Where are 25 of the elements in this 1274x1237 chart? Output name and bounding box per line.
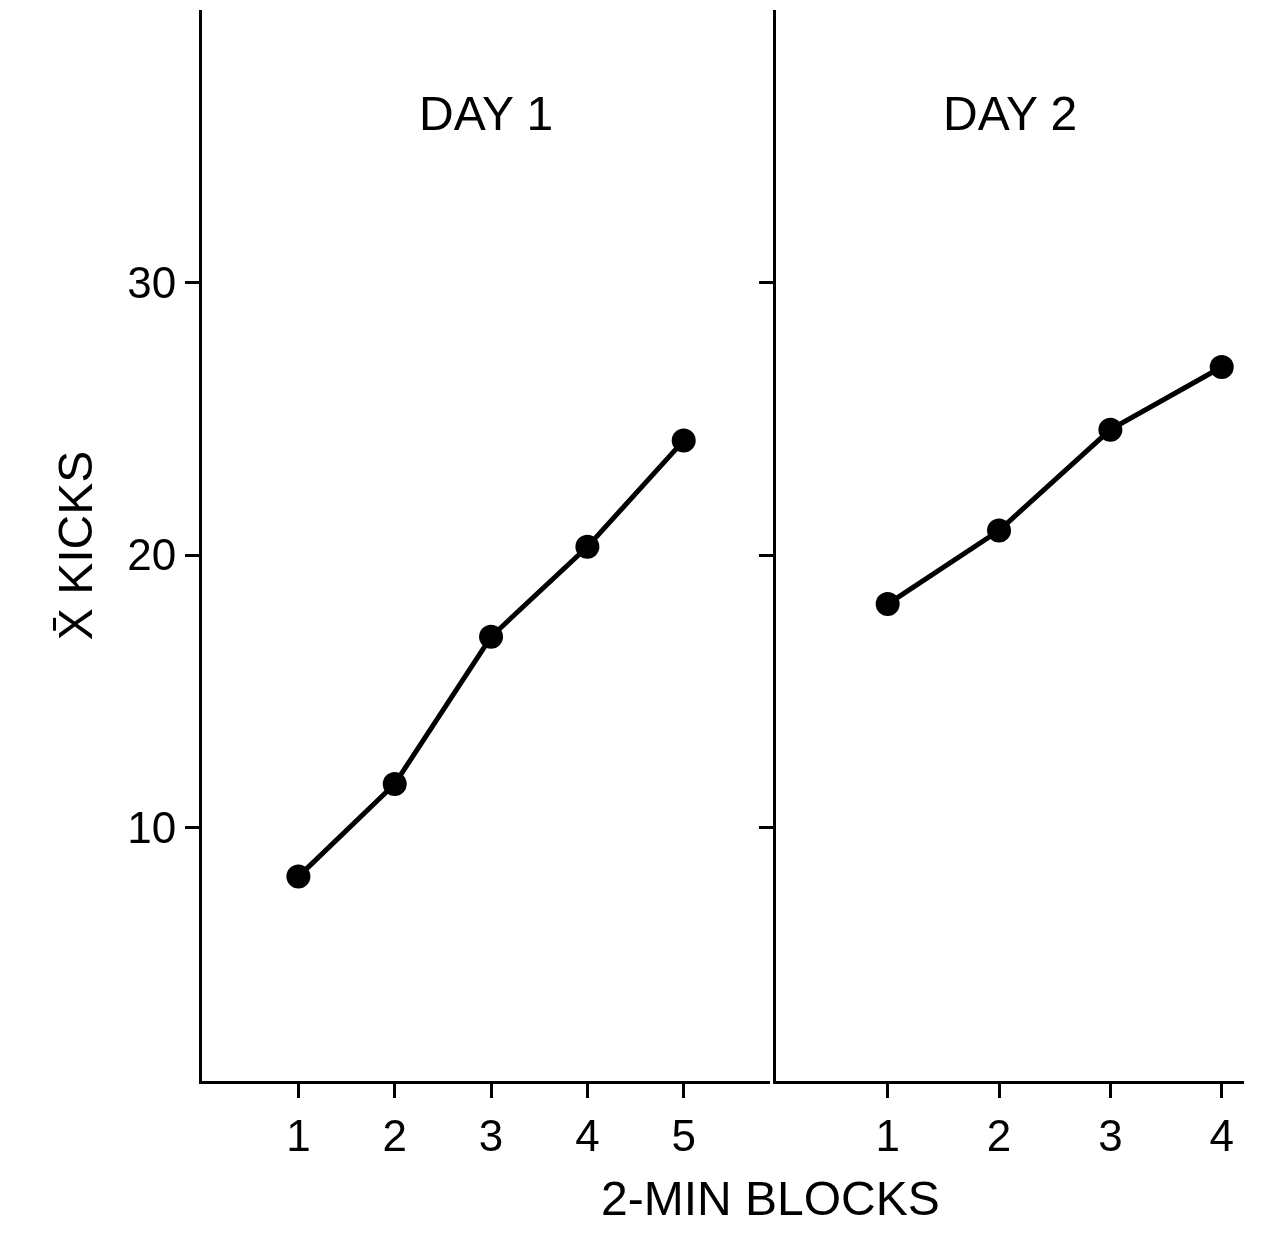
text: DAY 1 [419,87,554,140]
x-tick-label: 4 [1209,1110,1234,1160]
y-tick-label: 10 [127,802,177,852]
x-tick-label: 5 [671,1110,696,1160]
point [1098,417,1123,442]
x-tick-label: 1 [286,1110,311,1160]
y-tick-label: 30 [127,257,177,307]
point [286,864,311,889]
point [479,624,504,649]
point [1209,354,1234,379]
point [987,518,1012,543]
y-tick-label: 20 [127,530,177,580]
x-axis-title: 2-MIN BLOCKS [601,1172,940,1225]
point [671,428,696,453]
x-tick-label: 3 [1098,1110,1123,1160]
x-tick-label: 2 [986,1110,1012,1160]
y-axis-title: X̄ KICKS [49,450,103,641]
x-tick-label: 1 [875,1110,900,1160]
point [875,592,900,617]
x-tick-label: 4 [575,1110,600,1160]
text: DAY 2 [943,87,1078,140]
x-tick-label: 2 [382,1110,407,1160]
x-tick-label: 3 [478,1110,504,1160]
point [382,771,407,796]
point [575,534,600,559]
